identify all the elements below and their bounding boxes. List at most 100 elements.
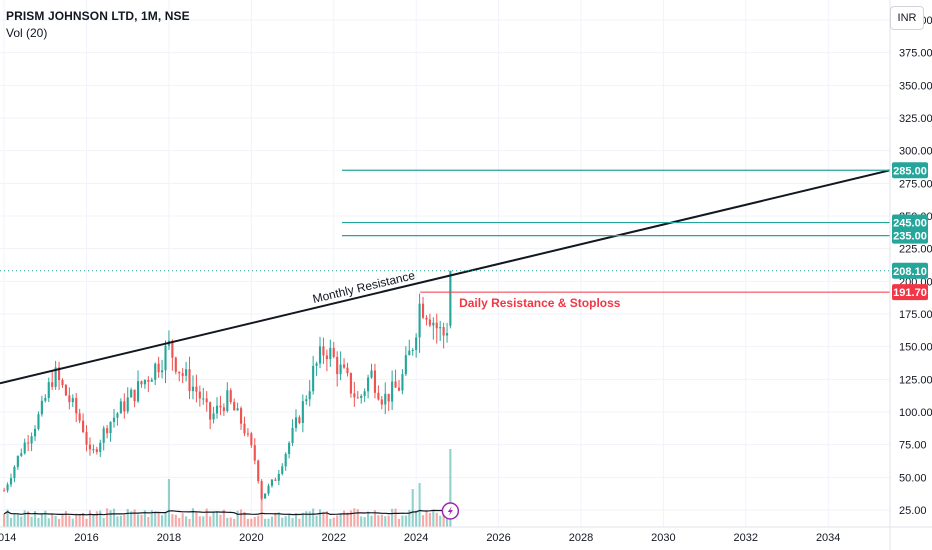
volume-bar xyxy=(394,508,397,527)
candle-body xyxy=(171,340,174,358)
candle-body xyxy=(305,399,308,402)
candle-body xyxy=(116,413,119,418)
candle-body xyxy=(30,436,33,444)
candle-body xyxy=(439,327,442,329)
currency-button[interactable]: INR xyxy=(890,6,924,30)
candle-body xyxy=(102,428,105,443)
volume-bar xyxy=(322,511,325,527)
candle-body xyxy=(274,479,277,481)
candle-body xyxy=(342,364,346,368)
volume-bar xyxy=(202,516,205,527)
volume-bar xyxy=(88,510,92,527)
volume-ma-line xyxy=(3,506,451,516)
candle-body xyxy=(425,317,428,320)
level-price-badge-bg xyxy=(892,227,928,244)
candle-body xyxy=(161,370,164,373)
volume-bar xyxy=(71,518,74,527)
volume-bar xyxy=(439,515,442,527)
candle-body xyxy=(136,381,140,402)
volume-bar xyxy=(332,517,335,527)
volume-bar xyxy=(384,516,387,527)
candle-body xyxy=(212,413,215,420)
volume-bar xyxy=(109,510,112,527)
symbol-legend[interactable]: PRISM JOHNSON LTD, 1M, NSE xyxy=(6,9,190,23)
candle-body xyxy=(267,485,270,494)
candle-body xyxy=(384,393,387,405)
candle-body xyxy=(432,322,435,326)
candle-body xyxy=(325,355,328,360)
monthly-resistance-trendline[interactable] xyxy=(0,169,891,385)
volume-bar xyxy=(442,510,445,527)
candle-body xyxy=(64,385,67,396)
candle-body xyxy=(164,345,167,371)
volume-bar xyxy=(370,515,373,527)
volume-bar xyxy=(387,515,390,527)
volume-bar xyxy=(277,512,280,527)
candle-body xyxy=(222,407,225,412)
volume-bar xyxy=(380,514,383,527)
volume-bar xyxy=(133,509,136,527)
last-price-badge-bg xyxy=(892,262,928,279)
volume-bar xyxy=(408,509,411,527)
candle-body xyxy=(373,370,377,393)
candle-body xyxy=(191,386,195,392)
candle-body xyxy=(243,423,246,434)
x-tick-label: 2034 xyxy=(816,532,840,544)
candle-body xyxy=(284,453,287,467)
volume-legend[interactable]: Vol (20) xyxy=(6,26,48,40)
y-tick-label: 100.00 xyxy=(899,407,932,419)
candle-body xyxy=(140,381,143,385)
volume-bar xyxy=(150,510,153,527)
volume-bar xyxy=(51,514,54,527)
volume-bar xyxy=(174,514,177,527)
volume-bar xyxy=(421,515,425,527)
candle-body xyxy=(181,373,184,376)
volume-bar xyxy=(356,509,359,527)
volume-bar xyxy=(281,517,284,527)
volume-bar xyxy=(342,510,346,527)
candle-body xyxy=(370,370,373,378)
candle-body xyxy=(318,346,322,364)
candle-body xyxy=(106,428,109,434)
level-price-badge-bg xyxy=(892,162,928,179)
lightning-glyph xyxy=(447,506,453,516)
volume-bar xyxy=(288,513,291,527)
volume-bar xyxy=(236,510,239,527)
volume-bar xyxy=(260,491,263,527)
volume-bar xyxy=(27,511,30,527)
candle-body xyxy=(147,380,150,382)
candle-body xyxy=(332,347,335,357)
y-tick-label: 375.00 xyxy=(899,48,932,60)
volume-bar xyxy=(64,511,67,527)
volume-bar xyxy=(3,513,6,527)
volume-bar xyxy=(99,510,102,527)
candle-body xyxy=(78,413,81,421)
volume-bar xyxy=(411,489,414,527)
candle-body xyxy=(13,466,16,479)
y-tick-label: 150.00 xyxy=(899,342,932,354)
candle-body xyxy=(291,427,294,443)
volume-bar xyxy=(191,508,195,527)
volume-bar xyxy=(85,518,88,527)
volume-bar xyxy=(40,514,43,527)
volume-bar xyxy=(143,510,146,527)
candle-body xyxy=(349,373,352,394)
stoploss-price-badge-bg xyxy=(892,284,928,301)
volume-bar xyxy=(20,516,23,527)
candle-body xyxy=(126,397,129,412)
volume-bar xyxy=(119,515,122,527)
volume-bar xyxy=(78,514,81,527)
volume-bar xyxy=(102,518,105,527)
volume-bar xyxy=(428,512,431,527)
candle-body xyxy=(428,319,431,326)
candle-body xyxy=(6,484,9,491)
drawings[interactable]: Monthly Resistance Daily Resistance & Sto… xyxy=(0,169,891,520)
x-tick-label: 2016 xyxy=(74,532,98,544)
x-tick-label: 2026 xyxy=(486,532,510,544)
candle-body xyxy=(339,364,342,375)
volume-bar xyxy=(157,512,160,527)
y-tick-label: 175.00 xyxy=(899,309,932,321)
volume-bar xyxy=(360,516,363,527)
candle-body xyxy=(346,367,349,374)
